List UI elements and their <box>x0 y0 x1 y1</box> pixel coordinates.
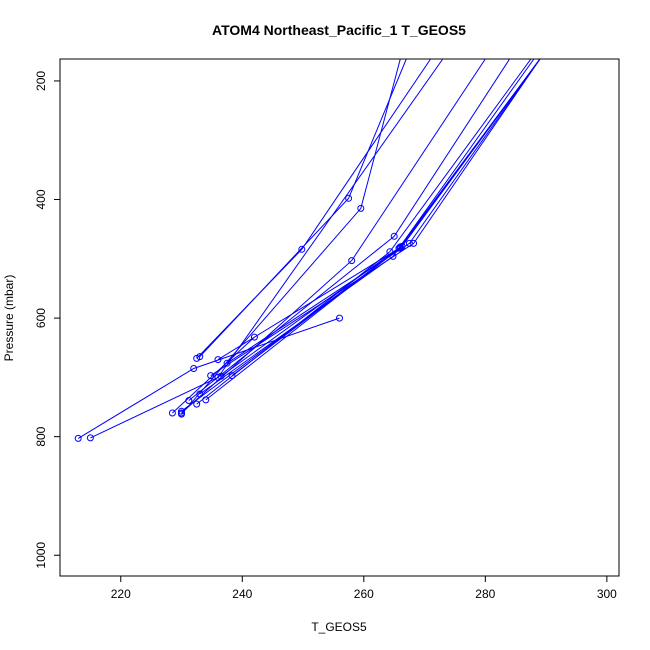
data-point <box>178 407 185 415</box>
y-tick-label: 1000 <box>34 542 48 569</box>
series-line-8 <box>188 59 511 401</box>
series-line-17 <box>181 59 541 412</box>
x-axis: 220 240 260 280 300 <box>111 576 617 601</box>
data-point <box>190 365 198 372</box>
data-point <box>217 372 225 380</box>
data-point <box>74 434 82 442</box>
data-point <box>298 245 306 253</box>
y-tick-label: 600 <box>34 308 48 328</box>
data-point <box>396 244 404 252</box>
data-point <box>196 353 204 361</box>
y-tick-label: 400 <box>34 189 48 209</box>
data-point <box>185 397 193 404</box>
series-line-12 <box>217 59 541 361</box>
data-point <box>193 400 201 408</box>
x-tick-label: 300 <box>597 587 617 601</box>
data-point <box>86 434 94 442</box>
data-point <box>207 372 215 380</box>
series-line-16 <box>231 59 541 376</box>
y-axis-label: Pressure (mbar) <box>2 275 16 362</box>
data-point <box>345 194 353 202</box>
plot-area <box>74 59 541 442</box>
series-line-13 <box>226 59 541 364</box>
y-axis: 200 400 600 800 1000 <box>34 71 60 569</box>
data-point <box>390 232 398 240</box>
y-tick-label: 800 <box>34 426 48 446</box>
data-point <box>336 314 343 322</box>
x-tick-label: 240 <box>232 587 252 601</box>
x-tick-label: 260 <box>354 587 374 601</box>
series-line-1 <box>77 317 340 439</box>
data-point <box>250 333 258 341</box>
series-line-6 <box>181 59 486 414</box>
data-point <box>214 356 222 364</box>
x-tick-label: 220 <box>111 587 131 601</box>
series-line-14 <box>210 59 541 377</box>
x-axis-label: T_GEOS5 <box>311 620 367 634</box>
plot-frame <box>59 58 620 577</box>
chart-title: ATOM4 Northeast_Pacific_1 T_GEOS5 <box>212 22 466 38</box>
series-line-4 <box>199 59 407 357</box>
data-point <box>357 204 365 212</box>
data-point <box>410 239 418 247</box>
data-point <box>202 396 210 404</box>
series-line-10 <box>199 59 535 395</box>
data-point <box>348 257 356 265</box>
x-tick-label: 280 <box>475 587 495 601</box>
data-point <box>168 409 176 417</box>
y-tick-label: 200 <box>34 71 48 91</box>
